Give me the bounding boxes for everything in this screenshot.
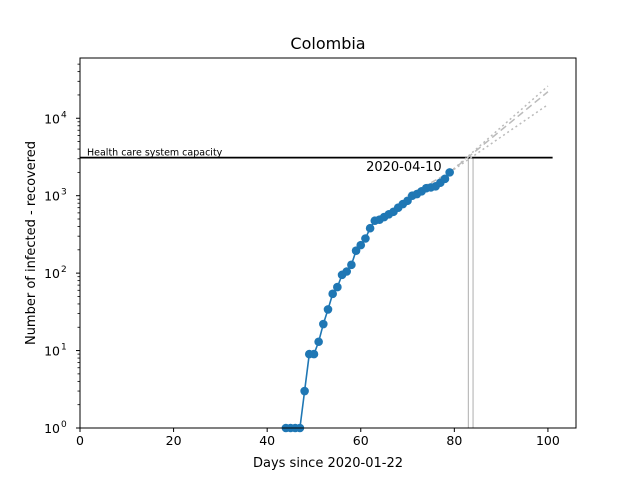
data-point bbox=[347, 260, 356, 270]
data-point bbox=[361, 234, 370, 243]
y-tick-exponent: 1 bbox=[61, 343, 67, 353]
y-tick-label: 10 bbox=[44, 189, 60, 204]
data-point bbox=[309, 349, 319, 359]
x-tick-label: 60 bbox=[353, 433, 369, 448]
data-point bbox=[445, 168, 454, 177]
data-point bbox=[365, 223, 375, 233]
data-point bbox=[333, 282, 342, 292]
data-point bbox=[319, 319, 328, 329]
data-point bbox=[314, 337, 323, 347]
data-point bbox=[440, 174, 450, 184]
data-point bbox=[356, 240, 366, 250]
x-tick-label: 40 bbox=[259, 433, 275, 448]
y-tick-exponent: 0 bbox=[61, 420, 67, 430]
plot-area: Health care system capacity 2020-04-10 bbox=[80, 85, 553, 433]
data-point bbox=[342, 267, 352, 276]
capacity-label: Health care system capacity bbox=[87, 148, 223, 159]
x-tick-label: 20 bbox=[166, 433, 182, 448]
y-tick-label: 10 bbox=[44, 344, 60, 359]
x-axis-label: Days since 2020-01-22 bbox=[253, 456, 403, 471]
x-tick-label: 100 bbox=[536, 433, 560, 448]
x-tick-label: 0 bbox=[76, 433, 84, 448]
axes-frame bbox=[79, 57, 577, 429]
y-tick-label: 10 bbox=[44, 111, 60, 126]
y-tick-exponent: 3 bbox=[61, 188, 67, 198]
data-point bbox=[300, 386, 309, 396]
data-point bbox=[328, 289, 337, 299]
series-line-projection-dotted-upper bbox=[449, 85, 549, 173]
y-tick-label: 10 bbox=[44, 421, 60, 436]
x-tick-label: 80 bbox=[446, 433, 462, 448]
date-annotation: 2020-04-10 bbox=[366, 160, 442, 175]
series-line-projection-dashed bbox=[449, 91, 549, 173]
y-tick-label: 10 bbox=[44, 266, 60, 281]
y-tick-exponent: 2 bbox=[61, 265, 67, 275]
y-axis-label: Number of infected - recovered bbox=[24, 141, 39, 345]
y-tick-exponent: 4 bbox=[61, 110, 67, 120]
chart-title: Colombia bbox=[290, 34, 365, 53]
data-point bbox=[323, 305, 333, 314]
